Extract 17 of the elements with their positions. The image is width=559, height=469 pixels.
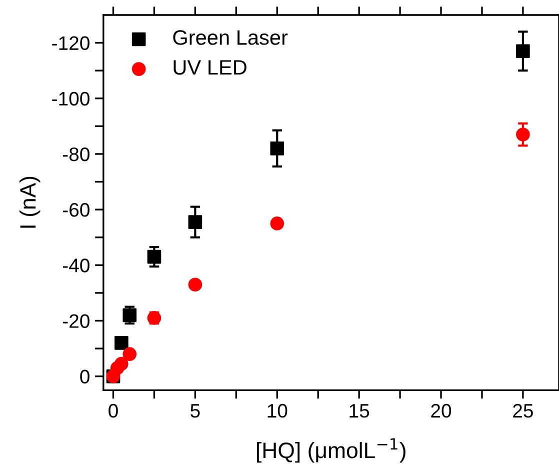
legend-label: UV LED (174, 60, 246, 75)
legend-label: Green Laser (173, 30, 288, 45)
x-tick-label: 10 (268, 404, 288, 418)
x-axis-title: [HQ] (μmolL$^{−1}$) (257, 438, 406, 463)
y-tick-label: -100 (52, 92, 90, 106)
x-tick-label: 15 (350, 404, 370, 418)
y-tick-label: -20 (62, 314, 90, 328)
x-tick-label: 0 (108, 404, 118, 418)
y-tick-label: -120 (52, 36, 90, 50)
x-tick-label: 25 (513, 404, 533, 418)
x-tick-label: 20 (431, 404, 452, 418)
y-tick-label: -40 (62, 258, 90, 272)
y-tick-label: -80 (62, 147, 90, 162)
y-tick-label: 0 (80, 370, 90, 384)
x-tick-label: 5 (190, 404, 200, 418)
y-tick-label: -60 (62, 203, 90, 217)
y-axis-title: I (nA) (19, 176, 40, 228)
